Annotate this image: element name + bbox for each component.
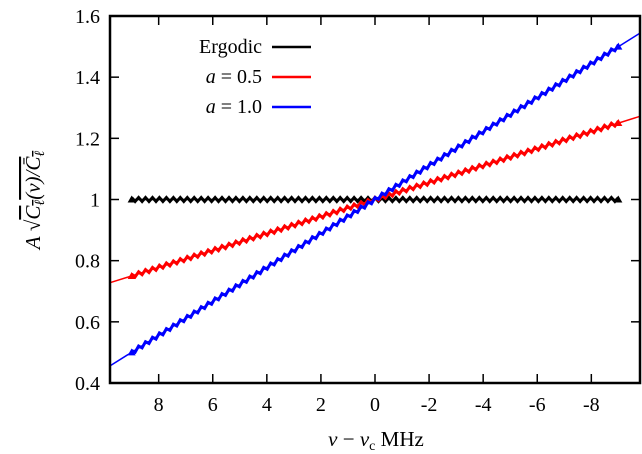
y-tick-label: 1.4 (75, 67, 100, 89)
legend-label-a10: a = 1.0 (206, 96, 262, 118)
x-tick-label: -4 (475, 394, 492, 416)
y-tick-label: 1.6 (75, 6, 100, 28)
x-tick-label: 8 (154, 394, 164, 416)
legend: Ergodic a = 0.5 a = 1.0 (199, 36, 311, 118)
x-tick-label: -2 (421, 394, 438, 416)
series-end-marker (127, 271, 136, 279)
legend-label-a05: a = 0.5 (206, 66, 262, 88)
y-tick-label: 0.6 (75, 312, 100, 334)
series-end-marker (614, 42, 623, 50)
x-tick-label: 4 (262, 394, 272, 416)
y-tick-label: 1 (90, 190, 100, 212)
x-axis-label: ν − νc MHz (328, 427, 424, 454)
legend-a10-symbol: a (206, 96, 216, 118)
series-end-marker (614, 195, 623, 203)
series-end-marker (127, 195, 136, 203)
x-tick-label: 6 (208, 394, 218, 416)
y-tick-label: 1.2 (75, 128, 100, 150)
y-tick-label: 0.8 (75, 251, 100, 273)
series-end-marker (127, 348, 136, 356)
x-tick-label: 0 (370, 394, 380, 416)
legend-a10-value: = 1.0 (216, 96, 262, 118)
axes-layer: 8 6 4 2 0 -2 -4 -6 -8 0.4 0.6 0.8 1 1.2 1.4 1.6 (75, 6, 642, 416)
x-tick-label: -8 (583, 394, 600, 416)
series-layer (109, 32, 641, 367)
legend-a05-symbol: a (206, 66, 216, 88)
y-tick-label: 0.4 (75, 373, 100, 395)
y-axis-label: A √Cℓ(ν)/C̄ℓ (21, 151, 48, 252)
legend-a05-value: = 0.5 (216, 66, 262, 88)
x-tick-label: -6 (529, 394, 546, 416)
series-end-marker (614, 119, 623, 127)
series-data-points (130, 43, 620, 355)
legend-label-ergodic: Ergodic (199, 36, 262, 58)
x-tick-label: 2 (316, 394, 326, 416)
